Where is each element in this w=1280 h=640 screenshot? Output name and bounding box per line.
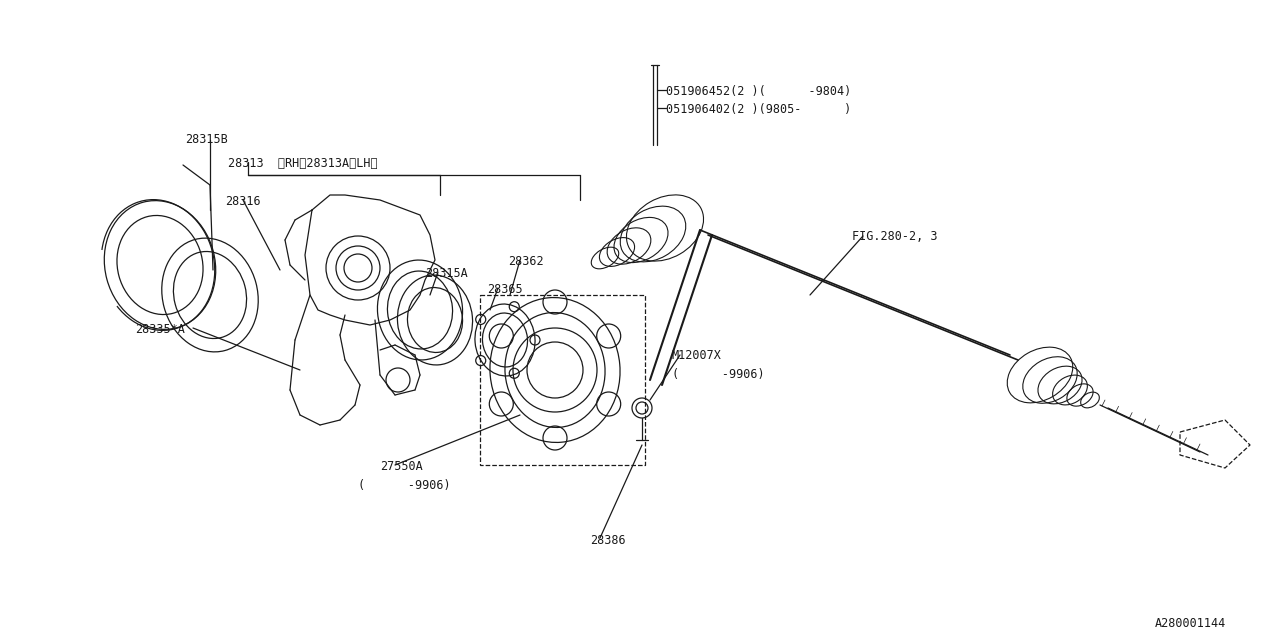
Text: (      -9906): ( -9906): [358, 479, 451, 492]
Text: M12007X: M12007X: [672, 349, 722, 362]
Text: 28316: 28316: [225, 195, 261, 208]
Text: 27550A: 27550A: [380, 460, 422, 473]
Text: 28362: 28362: [508, 255, 544, 268]
Text: 28335*A: 28335*A: [134, 323, 184, 336]
Bar: [480, 295, 645, 465]
Text: (      -9906): ( -9906): [672, 368, 764, 381]
Text: 051906402(2 )(9805-      ): 051906402(2 )(9805- ): [666, 103, 851, 116]
Text: A280001144: A280001144: [1155, 617, 1226, 630]
Text: 28386: 28386: [590, 534, 626, 547]
Text: 051906452(2 )(      -9804): 051906452(2 )( -9804): [666, 85, 851, 98]
Text: 28315A: 28315A: [425, 267, 467, 280]
Text: FIG.280-2, 3: FIG.280-2, 3: [852, 230, 937, 243]
Text: 28315B: 28315B: [186, 133, 228, 146]
Text: 28365: 28365: [486, 283, 522, 296]
Text: 28313  〈RH〉28313A〈LH〉: 28313 〈RH〉28313A〈LH〉: [228, 157, 378, 170]
